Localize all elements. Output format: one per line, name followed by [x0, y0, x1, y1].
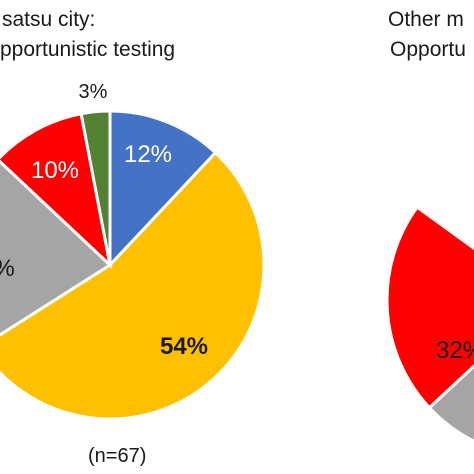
pie-slice: [385, 205, 474, 410]
pie-slice: [427, 364, 474, 443]
pie-chart-right: 22 32%: [385, 170, 474, 443]
pie-slice: [0, 159, 113, 337]
slice-label: 3%: [79, 81, 108, 103]
chart2-title-line2: Opportu: [390, 38, 466, 61]
slice-label: 54%: [160, 333, 208, 360]
slice-label: 10%: [31, 157, 79, 184]
pie-slice: [0, 150, 266, 421]
chart1-sample-size: (n=67): [88, 445, 146, 467]
slice-label: 22: [443, 170, 470, 197]
chart2-title-line1: Other m: [388, 8, 464, 31]
chart1-title-line1: satsu city:: [2, 8, 95, 31]
slice-label: 12%: [124, 141, 172, 168]
pie-chart-left: 12% 54%% 10% 3%: [0, 81, 266, 421]
pie-slice: [79, 109, 112, 266]
slice-label: 32%: [436, 337, 474, 364]
slice-label: %: [0, 255, 15, 282]
pie-slice: [108, 109, 218, 269]
chart1-title-line2: pportunistic testing: [0, 38, 175, 61]
pie-slice: [0, 111, 113, 270]
